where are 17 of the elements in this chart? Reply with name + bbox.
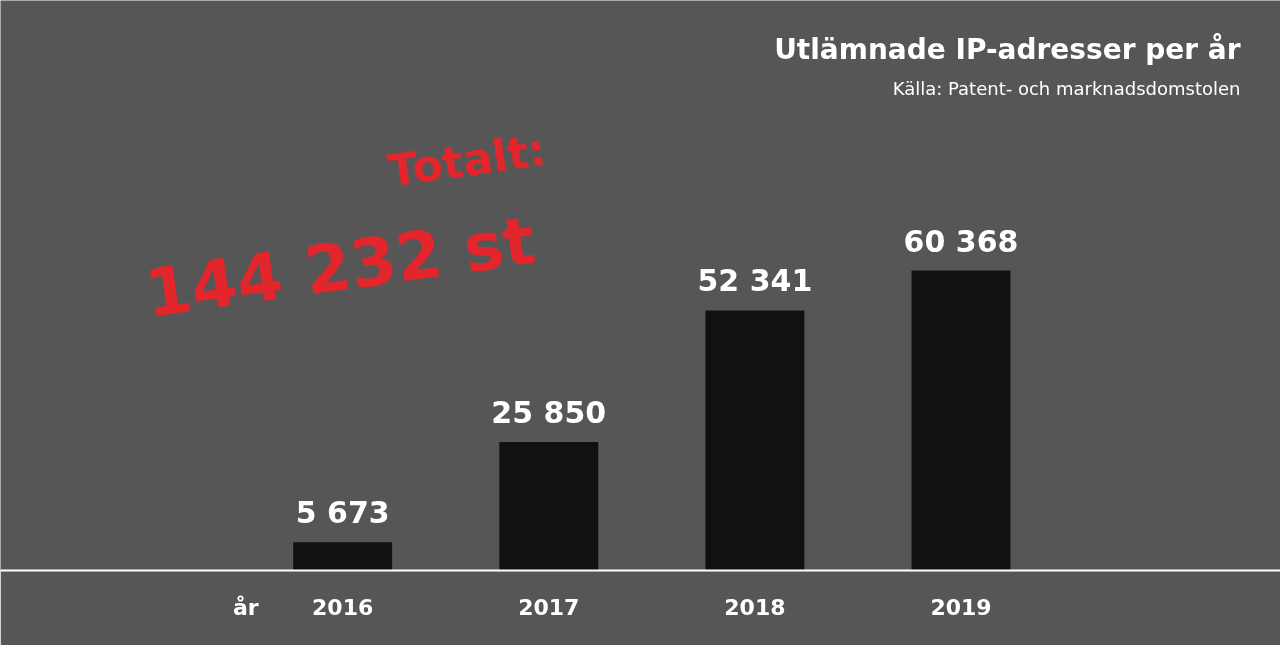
x-tick-label: 2016 (312, 594, 374, 620)
bar (911, 270, 1011, 571)
chart-title: Utlämnade IP-adresser per år (774, 32, 1241, 66)
x-tick-label: 2017 (518, 594, 580, 620)
data-label: 52 341 (697, 263, 813, 299)
text: Totalt: (384, 123, 550, 197)
text: Källa: Patent- och marknadsdomstolen (892, 77, 1241, 99)
bar (499, 442, 599, 571)
data-label: 5 673 (295, 495, 390, 531)
annotation: 144 232 st (140, 201, 540, 333)
data-label: 60 368 (903, 223, 1019, 259)
bar (705, 310, 805, 571)
x-tick-label: 2018 (724, 594, 786, 620)
x-axis-title: år (232, 594, 259, 620)
bar (293, 542, 393, 571)
data-label: 25 850 (491, 395, 607, 431)
x-tick-label: 2019 (930, 594, 992, 620)
